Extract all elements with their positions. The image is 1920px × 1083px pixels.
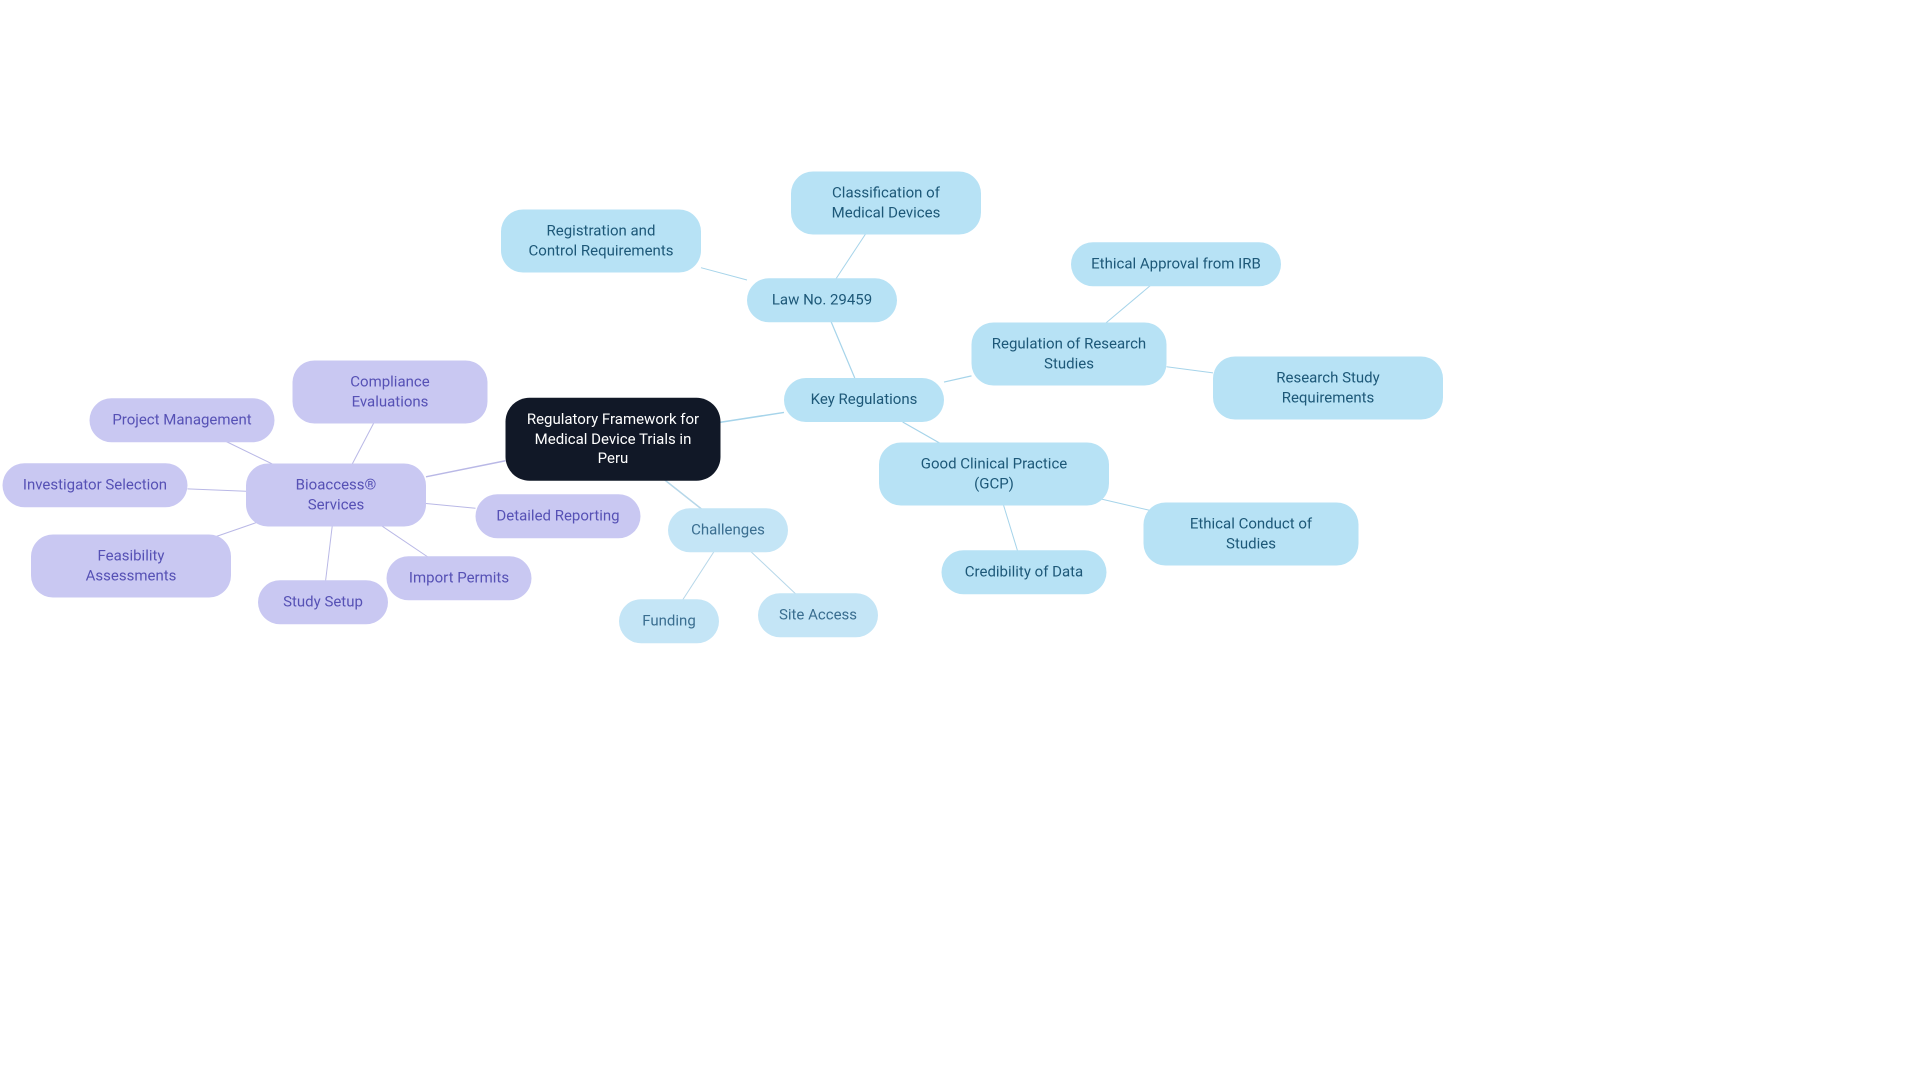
node-import: Import Permits <box>387 556 532 600</box>
node-label: Compliance Evaluations <box>313 373 468 412</box>
edge-chal-site <box>750 551 796 594</box>
node-bio: Bioaccess® Services <box>246 464 426 527</box>
node-label: Bioaccess® Services <box>266 476 406 515</box>
node-feas: Feasibility Assessments <box>31 535 231 598</box>
node-pm: Project Management <box>90 398 275 442</box>
edge-bio-inv <box>188 489 247 491</box>
edge-regres-rsreq <box>1167 367 1214 373</box>
edge-root-bio <box>426 461 506 477</box>
node-irb: Ethical Approval from IRB <box>1071 242 1281 286</box>
node-label: Feasibility Assessments <box>51 547 211 586</box>
node-label: Study Setup <box>283 592 363 612</box>
node-label: Regulation of Research Studies <box>992 335 1147 374</box>
node-label: Registration and Control Requirements <box>521 222 681 261</box>
node-setup: Study Setup <box>258 580 388 624</box>
node-cred: Credibility of Data <box>942 550 1107 594</box>
node-keyreg: Key Regulations <box>784 378 944 422</box>
node-fund: Funding <box>619 599 719 643</box>
node-label: Challenges <box>691 520 765 540</box>
node-label: Regulatory Framework for Medical Device … <box>526 410 701 469</box>
node-root: Regulatory Framework for Medical Device … <box>506 398 721 481</box>
edge-keyreg-regres <box>944 376 972 382</box>
node-label: Classification of Medical Devices <box>811 184 961 223</box>
edge-bio-report <box>426 504 476 509</box>
edge-law-regreq <box>701 268 747 280</box>
node-comp: Compliance Evaluations <box>293 361 488 424</box>
node-label: Good Clinical Practice (GCP) <box>899 455 1089 494</box>
edge-keyreg-law <box>831 321 855 378</box>
node-law: Law No. 29459 <box>747 278 897 322</box>
node-site: Site Access <box>758 593 878 637</box>
node-chal: Challenges <box>668 508 788 552</box>
node-regres: Regulation of Research Studies <box>972 323 1167 386</box>
node-inv: Investigator Selection <box>3 463 188 507</box>
node-gcp: Good Clinical Practice (GCP) <box>879 443 1109 506</box>
node-label: Law No. 29459 <box>772 290 872 310</box>
node-rsreq: Research Study Requirements <box>1213 357 1443 420</box>
node-label: Key Regulations <box>811 390 918 410</box>
edge-chal-fund <box>683 551 715 600</box>
node-report: Detailed Reporting <box>476 494 641 538</box>
node-label: Site Access <box>779 605 857 625</box>
edges-svg <box>0 0 1920 1083</box>
node-label: Import Permits <box>409 568 509 588</box>
edge-root-keyreg <box>721 412 785 422</box>
node-label: Investigator Selection <box>23 475 167 495</box>
node-label: Funding <box>642 611 696 631</box>
node-regreq: Registration and Control Requirements <box>501 210 701 273</box>
node-label: Ethical Approval from IRB <box>1091 254 1261 274</box>
node-class: Classification of Medical Devices <box>791 172 981 235</box>
edge-regres-irb <box>1101 285 1151 327</box>
node-label: Ethical Conduct of Studies <box>1164 515 1339 554</box>
edge-law-class <box>836 234 866 279</box>
node-label: Credibility of Data <box>965 562 1083 582</box>
node-label: Detailed Reporting <box>496 506 619 526</box>
node-ethc: Ethical Conduct of Studies <box>1144 503 1359 566</box>
node-label: Research Study Requirements <box>1233 369 1423 408</box>
node-label: Project Management <box>112 410 251 430</box>
